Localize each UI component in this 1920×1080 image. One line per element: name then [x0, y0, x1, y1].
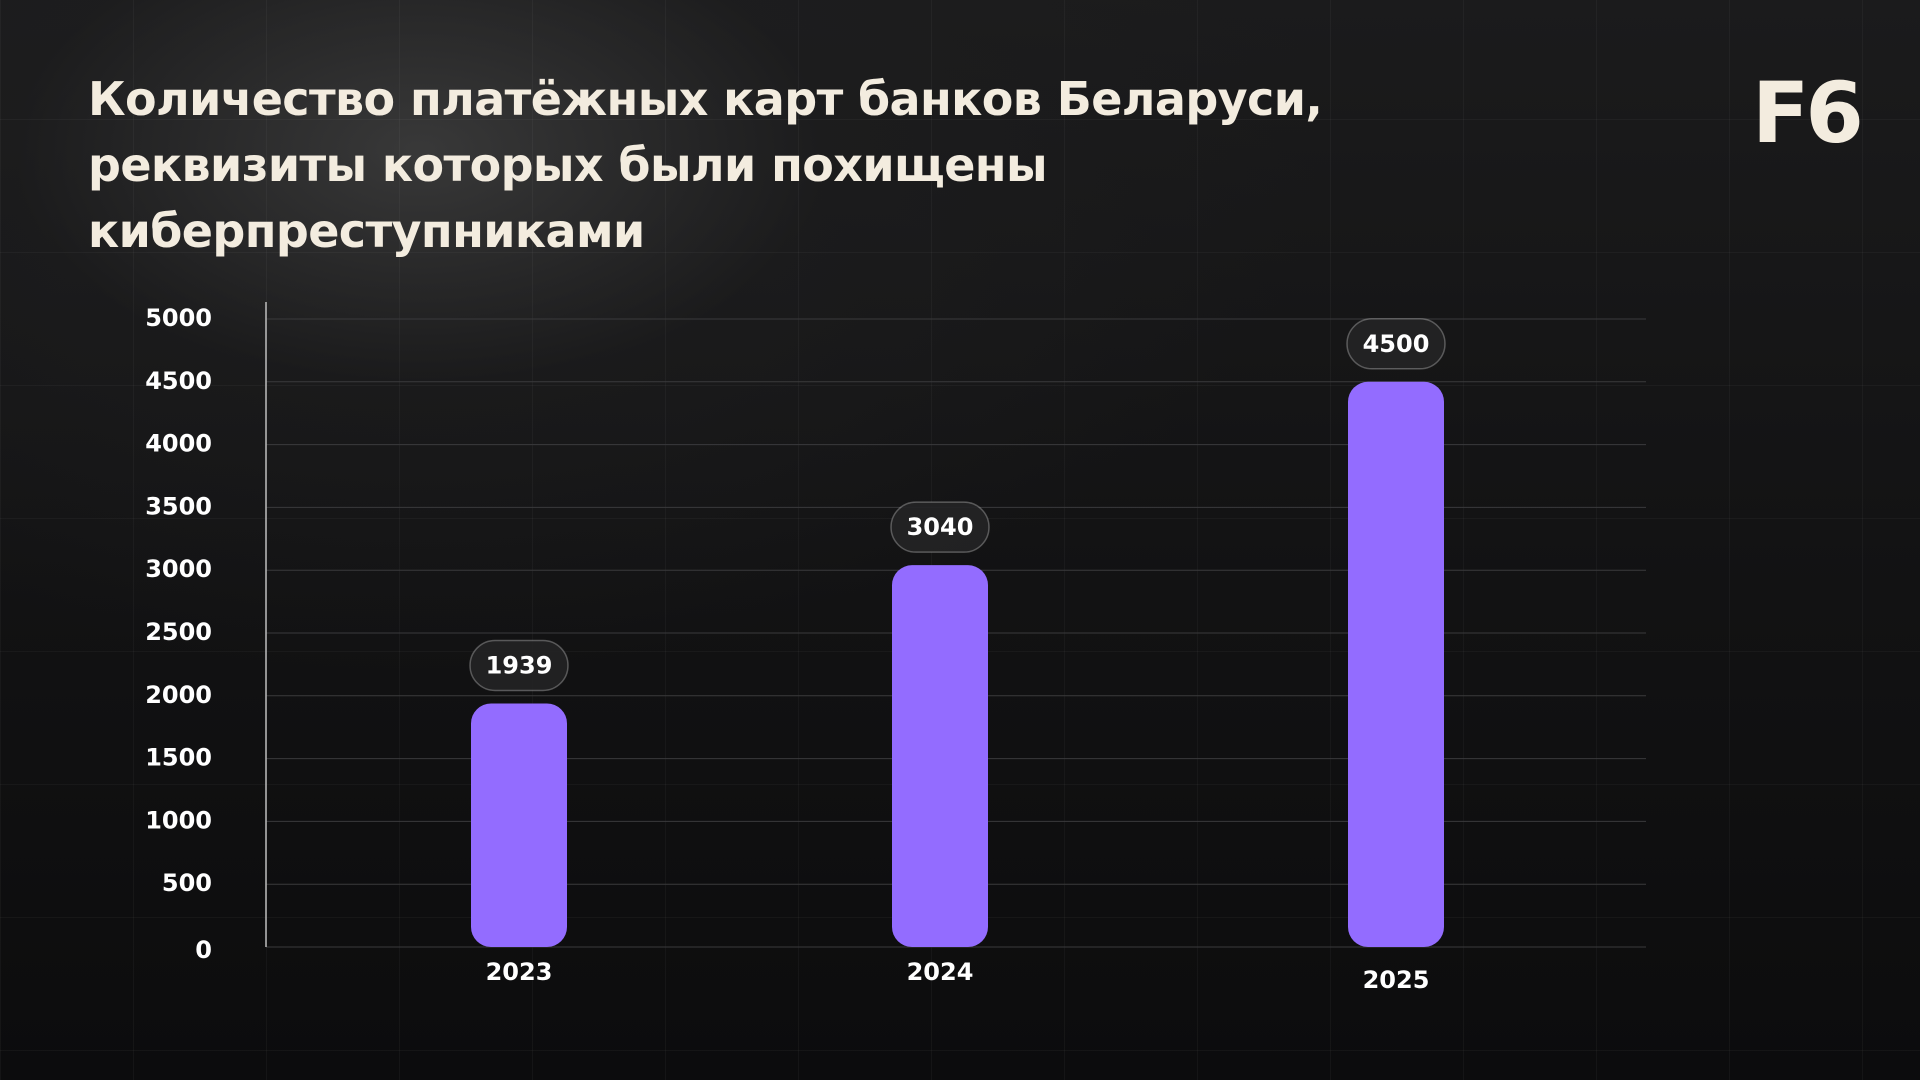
chart-title-line-1: Количество платёжных карт банков Беларус… — [88, 72, 1323, 126]
x-category-label: 2025 — [1363, 966, 1430, 994]
bar — [892, 565, 988, 947]
y-tick-label: 4500 — [145, 367, 212, 395]
y-tick-label: 3500 — [145, 492, 212, 520]
x-axis-labels: 2023 2024 2025 — [486, 958, 1430, 994]
data-label-pill — [890, 501, 990, 553]
f6-logo: F6 — [1752, 64, 1864, 162]
chart-title-line-2: реквизиты которых были похищены киберпре… — [88, 138, 1048, 258]
y-tick-label: 1000 — [145, 806, 212, 834]
y-tick-label: 5000 — [145, 304, 212, 332]
data-label: 4500 — [1363, 330, 1430, 358]
y-tick-label: 500 — [162, 869, 212, 897]
bar — [1348, 381, 1444, 947]
y-tick-label: 2500 — [145, 618, 212, 646]
data-label: 1939 — [486, 651, 553, 679]
y-tick-label: 4000 — [145, 430, 212, 458]
y-axis-ticks: 0 500 1000 1500 2000 2500 3000 3500 4000 4500 5000 — [145, 304, 212, 964]
y-tick-label: 1500 — [145, 744, 212, 772]
y-tick-label: 0 — [195, 936, 212, 964]
bar — [471, 703, 567, 947]
y-tick-label: 2000 — [145, 681, 212, 709]
x-category-label: 2023 — [486, 958, 553, 986]
data-labels: 1939 3040 4500 — [469, 318, 1446, 692]
data-label: 3040 — [907, 513, 974, 541]
data-label-pill — [469, 639, 569, 692]
chart-title: Количество платёжных карт банков Беларус… — [88, 66, 1588, 264]
data-label-pill — [1346, 318, 1446, 370]
bars — [471, 381, 1444, 947]
x-category-label: 2024 — [907, 958, 974, 986]
y-tick-label: 3000 — [145, 555, 212, 583]
